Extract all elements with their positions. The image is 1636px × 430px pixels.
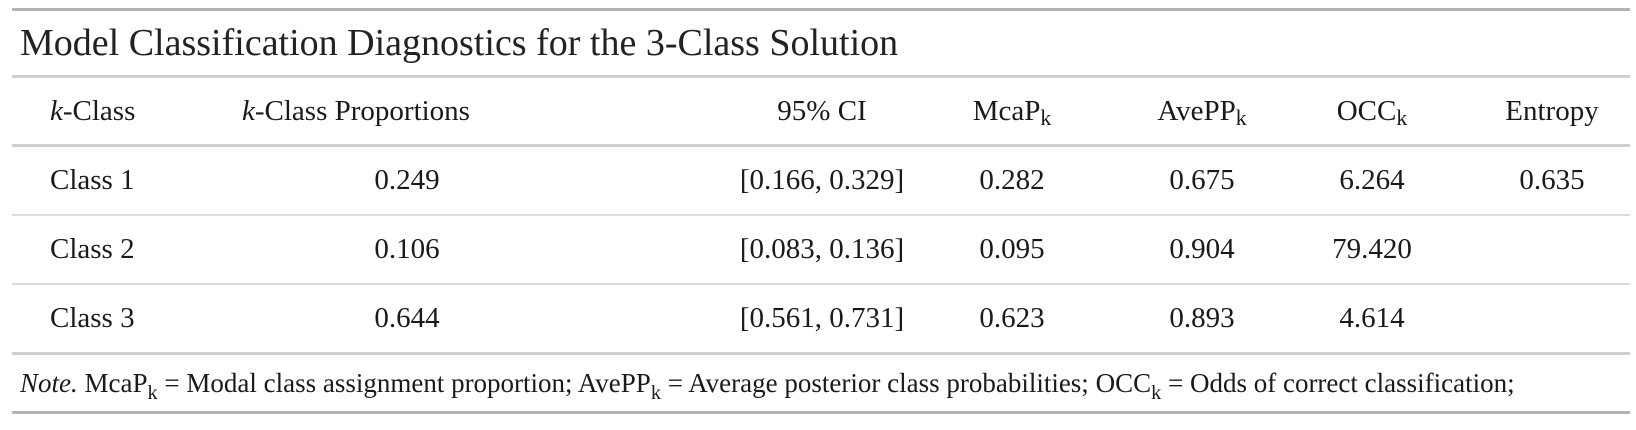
header-rule [12, 144, 1630, 147]
cell-entropy [1472, 285, 1632, 352]
top-rule [12, 8, 1630, 11]
header-avepp-base: AvePP [1157, 94, 1236, 127]
header-avepp: AvePP k [1127, 78, 1277, 144]
header-mcap: McaP k [947, 78, 1077, 144]
cell-entropy: 0.635 [1519, 164, 1585, 196]
row-divider [12, 214, 1630, 216]
cell-class: Class 3 [50, 302, 135, 334]
header-k-class-rest: -Class [62, 94, 136, 127]
table-row: Class 2 0.106 [0.083, 0.136] 0.095 0.904… [12, 216, 1630, 283]
row-divider [12, 283, 1630, 285]
cell-mcap: 0.095 [979, 233, 1045, 265]
cell-occ: 6.264 [1339, 164, 1405, 196]
header-occ: OCC k [1302, 78, 1442, 144]
table-row: Class 1 0.249 [0.166, 0.329] 0.282 0.675… [12, 147, 1630, 214]
table-row: Class 3 0.644 [0.561, 0.731] 0.623 0.893… [12, 285, 1630, 352]
note-term-mcap-sub: k [147, 382, 158, 405]
table-note: Note. McaPk = Modal class assignment pro… [12, 355, 1630, 411]
note-def-mcap: = Modal class assignment proportion; [157, 368, 578, 398]
header-mcap-sub: k [1040, 106, 1052, 131]
header-entropy: Entropy [1505, 94, 1599, 127]
note-def-occ: = Odds of correct classification; [1161, 368, 1515, 398]
cell-avepp: 0.904 [1169, 233, 1235, 265]
header-k-class-italic: k [50, 94, 63, 127]
cell-ci: [0.166, 0.329] [739, 164, 905, 196]
cell-ci: [0.561, 0.731] [739, 302, 905, 334]
header-occ-base: OCC [1336, 94, 1397, 127]
header-row: k -Class k -Class Proportions 95% CI McaP k… [12, 78, 1630, 144]
cell-mcap: 0.623 [979, 302, 1045, 334]
cell-mcap: 0.282 [979, 164, 1045, 196]
cell-occ: 79.420 [1332, 233, 1412, 265]
cell-proportion: 0.106 [374, 233, 440, 265]
cell-avepp: 0.893 [1169, 302, 1235, 334]
cell-occ: 4.614 [1339, 302, 1405, 334]
cell-proportion: 0.644 [374, 302, 440, 334]
note-term-avepp-sub: k [650, 382, 661, 405]
cell-ci: [0.083, 0.136] [739, 233, 905, 265]
cell-class: Class 1 [50, 164, 135, 196]
note-term-occ-sub: k [1151, 382, 1162, 405]
header-occ-sub: k [1396, 106, 1408, 131]
note-term-occ: OCC [1095, 368, 1152, 398]
note-label: Note. [20, 368, 78, 398]
cell-class: Class 2 [50, 233, 135, 265]
header-proportions: k -Class Proportions [242, 78, 572, 144]
cell-avepp: 0.675 [1169, 164, 1235, 196]
header-mcap-base: McaP [972, 94, 1041, 127]
header-avepp-sub: k [1235, 106, 1247, 131]
title-rule [12, 75, 1630, 78]
header-proportions-italic: k [242, 94, 255, 127]
diagnostics-table: Model Classification Diagnostics for the… [12, 8, 1630, 414]
table-title: Model Classification Diagnostics for the… [20, 22, 899, 64]
header-k-class: k -Class [50, 78, 250, 144]
note-def-avepp: = Average posterior class probabilities; [660, 368, 1096, 398]
header-ci: 95% CI [777, 94, 867, 127]
bottom-rule [12, 411, 1630, 414]
cell-entropy [1472, 216, 1632, 283]
cell-proportion: 0.249 [374, 164, 440, 196]
body-rule [12, 352, 1630, 355]
note-term-mcap: McaP [84, 368, 148, 398]
note-term-avepp: AvePP [577, 368, 651, 398]
header-proportions-rest: -Class Proportions [254, 94, 470, 127]
